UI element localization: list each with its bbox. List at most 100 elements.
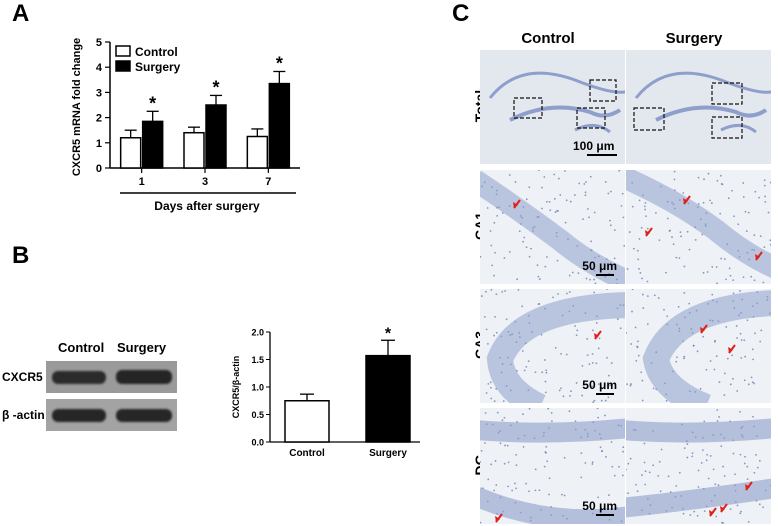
- cell-dot: [608, 494, 610, 496]
- cell-dot: [511, 489, 514, 492]
- red-arrow-head: [513, 202, 518, 208]
- cell-dot: [504, 444, 506, 447]
- x-tick-label: Control: [289, 448, 325, 459]
- cell-dot: [663, 308, 665, 311]
- cell-dot: [506, 444, 509, 447]
- cell-dot: [609, 190, 612, 193]
- cell-dot: [642, 293, 644, 296]
- cell-dot: [565, 292, 568, 295]
- cell-dot: [553, 173, 556, 176]
- cell-dot: [764, 200, 767, 203]
- cell-dot: [697, 469, 700, 472]
- y-tick-label: 2: [96, 113, 102, 125]
- western-blot: Control Surgery CXCR5 β -actin: [0, 330, 190, 440]
- cell-dot: [570, 390, 572, 393]
- cell-dot: [739, 332, 742, 335]
- cell-dot: [683, 355, 686, 358]
- cell-dot: [480, 460, 482, 463]
- cell-dot: [638, 238, 641, 240]
- cell-dot: [716, 409, 719, 411]
- cell-dot: [561, 493, 563, 496]
- cell-dot: [607, 192, 610, 195]
- cell-dot: [746, 319, 749, 322]
- cell-dot: [752, 358, 755, 361]
- cell-dot: [713, 340, 716, 343]
- cell-dot: [629, 384, 632, 387]
- cell-dot: [675, 256, 678, 259]
- cell-dot: [689, 514, 692, 516]
- cell-dot: [554, 346, 557, 349]
- cell-dot: [635, 359, 638, 362]
- scale-bar-line: [596, 514, 615, 516]
- bar-control: [284, 400, 330, 443]
- cell-dot: [493, 334, 495, 337]
- cell-dot: [767, 211, 770, 214]
- cell-dot: [536, 264, 539, 267]
- micrograph-image: [626, 170, 771, 284]
- y-axis-label: CXCR5/β-actin: [231, 356, 241, 419]
- blot-lane-label-surgery: Surgery: [117, 340, 167, 355]
- cell-dot: [576, 329, 579, 332]
- cell-dot: [608, 374, 610, 377]
- cell-dot: [525, 246, 528, 249]
- cell-dot: [551, 420, 553, 423]
- blot-strip-cxcr5: [46, 361, 177, 393]
- blot-band: [52, 409, 106, 422]
- cell-dot: [729, 383, 732, 386]
- cell-dot: [564, 221, 567, 224]
- dentate-layer: [720, 124, 757, 134]
- cell-dot: [626, 331, 628, 334]
- cell-dot: [595, 362, 598, 365]
- cell-dot: [541, 371, 544, 374]
- cell-dot: [763, 246, 766, 248]
- cell-dot: [525, 365, 528, 368]
- hippocampus-layer: [634, 71, 771, 99]
- cell-dot: [666, 217, 669, 220]
- cell-dot: [744, 210, 747, 213]
- cell-dot: [538, 278, 541, 280]
- cell-dot: [516, 278, 519, 281]
- cell-dot: [485, 392, 488, 394]
- cell-dot: [629, 457, 632, 460]
- cell-dot: [550, 412, 553, 414]
- cell-dot: [604, 399, 607, 402]
- micrograph-image: [626, 289, 771, 403]
- red-arrow-head: [728, 347, 733, 353]
- cell-dot: [490, 289, 493, 291]
- cell-dot: [705, 368, 708, 371]
- cell-dot: [563, 456, 566, 459]
- scale-bar-line: [596, 274, 615, 276]
- cell-dot: [559, 194, 562, 196]
- red-arrow-head: [745, 484, 750, 490]
- cell-dot: [723, 258, 726, 260]
- cell-dot: [742, 182, 745, 184]
- cell-dot: [740, 510, 742, 513]
- cell-dot: [705, 459, 708, 462]
- cell-dot: [719, 212, 722, 215]
- cell-dot: [682, 192, 685, 194]
- cell-dot: [601, 450, 603, 453]
- cell-dot: [769, 181, 771, 184]
- cell-dot: [584, 191, 587, 194]
- cell-dot: [508, 174, 511, 176]
- cell-dot: [489, 386, 492, 389]
- cell-dot: [759, 340, 762, 343]
- cell-dot: [593, 278, 596, 281]
- cell-dot: [703, 420, 706, 423]
- cell-dot: [525, 198, 528, 201]
- cell-dot: [556, 209, 558, 212]
- cell-dot: [525, 482, 527, 485]
- cell-dot: [545, 256, 548, 258]
- cell-dot: [530, 247, 532, 250]
- significance-star: *: [212, 77, 219, 97]
- cell-dot: [753, 279, 756, 282]
- cell-dot: [495, 293, 498, 296]
- cell-dot: [646, 323, 649, 326]
- cell-dot: [613, 474, 616, 477]
- cell-dot: [643, 461, 646, 464]
- cell-dot: [543, 359, 546, 361]
- cell-dot: [480, 295, 483, 297]
- micrograph-ca3-surgery: [626, 289, 771, 403]
- significance-star: *: [276, 53, 283, 73]
- cell-dot: [652, 464, 654, 467]
